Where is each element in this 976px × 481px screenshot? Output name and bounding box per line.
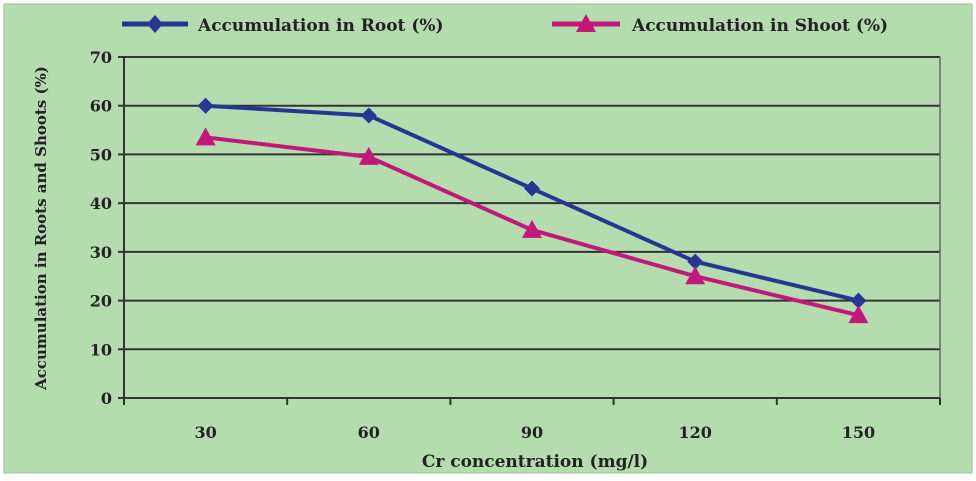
x-tick-label: 30 xyxy=(194,423,216,442)
y-tick-label: 60 xyxy=(90,97,112,116)
axes xyxy=(118,56,941,405)
y-tick-label: 40 xyxy=(90,194,112,213)
data-point-root xyxy=(524,180,540,197)
y-tick-label: 0 xyxy=(101,389,112,408)
y-tick-label: 10 xyxy=(90,340,112,359)
legend: Accumulation in Root (%) Accumulation in… xyxy=(122,14,888,36)
data-point-shoot xyxy=(848,305,869,324)
series-layer xyxy=(195,97,869,324)
data-point-shoot xyxy=(358,146,379,165)
y-tick-labels: 0 10 20 30 40 50 60 70 xyxy=(90,48,112,408)
x-tick-label: 90 xyxy=(521,423,543,442)
data-point-root xyxy=(360,107,377,124)
data-point-shoot xyxy=(195,127,216,146)
legend-marker-shoot xyxy=(576,14,596,32)
legend-item-root: Accumulation in Root (%) xyxy=(122,15,444,36)
y-axis-title: Accumulation in Roots and Shoots (%) xyxy=(32,66,50,391)
y-tick-label: 70 xyxy=(90,48,112,67)
data-point-root xyxy=(687,253,704,270)
legend-item-shoot: Accumulation in Shoot (%) xyxy=(552,14,888,36)
gridlines xyxy=(124,56,940,351)
legend-marker-root xyxy=(147,15,163,33)
x-tick-label: 150 xyxy=(842,423,875,442)
y-tick-label: 50 xyxy=(90,145,112,164)
y-tick-label: 20 xyxy=(90,292,112,311)
legend-label-shoot: Accumulation in Shoot (%) xyxy=(631,16,888,36)
data-point-shoot xyxy=(522,219,542,238)
data-point-root xyxy=(197,97,214,114)
x-tick-label: 60 xyxy=(358,423,380,442)
x-axis-title: Cr concentration (mg/l) xyxy=(422,452,648,472)
data-point-root xyxy=(850,292,867,309)
x-tick-label: 120 xyxy=(678,423,711,442)
x-tick-labels: 30 60 90 120 150 xyxy=(194,423,875,442)
y-tick-label: 30 xyxy=(90,243,112,262)
chart-background xyxy=(3,3,973,474)
data-point-shoot xyxy=(685,266,706,285)
legend-label-root: Accumulation in Root (%) xyxy=(197,16,444,36)
